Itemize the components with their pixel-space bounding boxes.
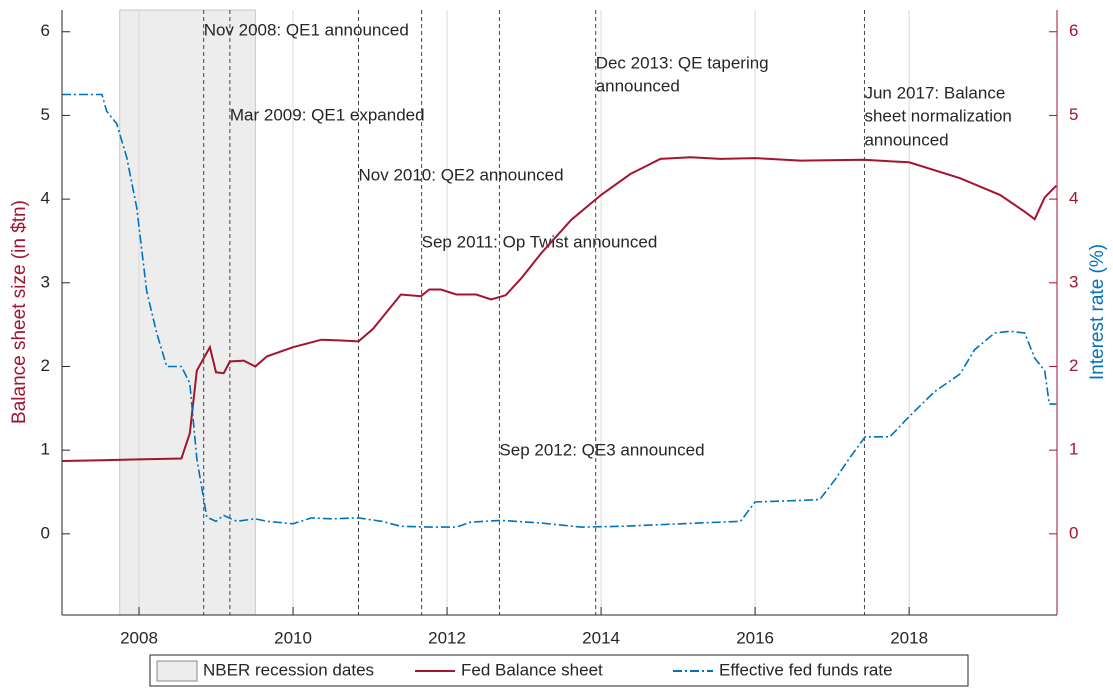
x-tick-label: 2014 — [582, 628, 620, 647]
legend-swatch — [156, 660, 198, 682]
y2-tick-label: 4 — [1069, 189, 1078, 208]
y2-axis-label: Interest rate (%) — [1087, 244, 1108, 380]
y2-tick-label: 2 — [1069, 356, 1078, 375]
legend-label: Effective fed funds rate — [719, 660, 893, 679]
x-tick-label: 2016 — [736, 628, 774, 647]
event-label: Sep 2011: Op Twist announced — [422, 232, 658, 251]
y2-tick-label: 1 — [1069, 440, 1078, 459]
y2-tick-label: 3 — [1069, 272, 1078, 291]
y-axis-label: Balance sheet size (in $tn) — [9, 200, 30, 424]
series-line — [61, 156, 1057, 462]
event-label: Jun 2017: Balance — [864, 83, 1005, 102]
y-tick-label: 3 — [41, 272, 50, 291]
recession-band — [119, 9, 256, 616]
y-tick-label: 4 — [41, 189, 50, 208]
series-line — [62, 93, 1057, 528]
legend-label: NBER recession dates — [203, 660, 374, 679]
y-tick-label: 1 — [41, 440, 50, 459]
legend-box — [149, 654, 969, 687]
event-label: announced — [864, 130, 948, 149]
y-tick-label: 2 — [41, 356, 50, 375]
x-tick-label: 2010 — [274, 628, 312, 647]
x-tick-label: 2018 — [890, 628, 928, 647]
event-label: Nov 2010: QE2 announced — [358, 165, 563, 184]
y-tick-label: 6 — [41, 21, 50, 40]
y2-tick-label: 0 — [1069, 523, 1078, 542]
event-label: announced — [596, 76, 680, 95]
x-tick-label: 2012 — [428, 628, 466, 647]
event-label: Sep 2012: QE3 announced — [499, 440, 704, 459]
x-tick-label: 2008 — [120, 628, 158, 647]
y2-tick-label: 5 — [1069, 105, 1078, 124]
y-tick-label: 0 — [41, 523, 50, 542]
y-tick-label: 5 — [41, 105, 50, 124]
event-label: Nov 2008: QE1 announced — [204, 20, 409, 39]
y2-tick-label: 6 — [1069, 21, 1078, 40]
event-label: sheet normalization — [864, 106, 1011, 125]
event-label: Dec 2013: QE tapering — [596, 53, 769, 72]
event-label: Mar 2009: QE1 expanded — [230, 105, 425, 124]
legend-label: Fed Balance sheet — [461, 660, 603, 679]
